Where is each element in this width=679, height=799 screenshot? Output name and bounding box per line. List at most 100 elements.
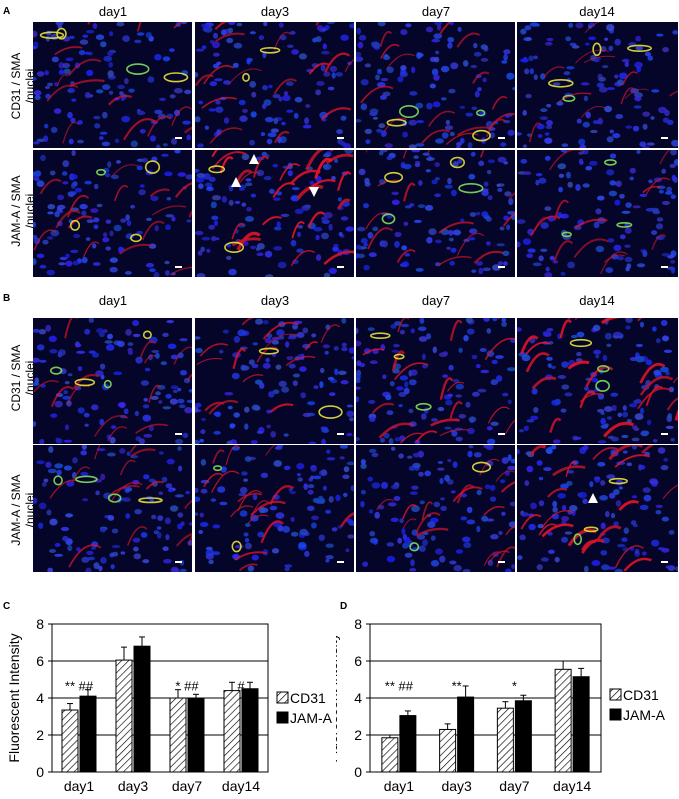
y-tick-label: 2 xyxy=(354,727,362,743)
x-tick-label: day14 xyxy=(222,778,260,794)
y-tick-label: 8 xyxy=(354,616,362,632)
scale-bar xyxy=(175,266,182,268)
significance-annotation: ** xyxy=(452,679,462,694)
arrowhead-icon xyxy=(588,493,598,503)
micrograph-tile xyxy=(195,318,354,444)
significance-annotation: # xyxy=(237,679,245,694)
micrograph-tile xyxy=(33,445,192,572)
scale-bar xyxy=(661,137,668,139)
x-tick-label: day1 xyxy=(64,778,95,794)
panel-c-letter: C xyxy=(3,601,11,612)
bar-cd31-day7 xyxy=(169,697,187,773)
y-tick-label: 2 xyxy=(36,727,44,743)
y-tick-label: 0 xyxy=(36,764,44,780)
panel-b-col-day14: day14 xyxy=(579,293,615,308)
scale-bar xyxy=(498,266,505,268)
scale-bar xyxy=(337,266,344,268)
scale-bar xyxy=(175,137,182,139)
row-label-line1: JAM-A / SMA xyxy=(9,175,23,247)
scale-bar xyxy=(337,561,344,563)
y-axis-label: Fluorescent Intensity xyxy=(6,633,22,762)
legend-label-cd31: CD31 xyxy=(290,690,326,706)
bar-cd31-day14 xyxy=(223,690,241,773)
scale-bar xyxy=(175,433,182,435)
legend-label-jam-a: JAM-A xyxy=(290,710,333,726)
bar-jam-a-day1 xyxy=(79,695,97,773)
micrograph-tile xyxy=(517,22,678,148)
panel-a-col-day14: day14 xyxy=(579,4,615,19)
x-tick-label: day3 xyxy=(118,778,149,794)
plot-frame xyxy=(369,623,602,773)
micrograph-tile xyxy=(356,22,515,148)
row-label-line1: CD31 / SMA xyxy=(9,344,23,412)
significance-annotation: ** ## xyxy=(65,679,94,694)
legend-swatch-cd31 xyxy=(276,691,289,704)
panel-b-col-day3: day3 xyxy=(260,293,290,308)
x-tick-label: day7 xyxy=(172,778,203,794)
arrowhead-icon xyxy=(249,154,259,164)
bar-cd31-day3 xyxy=(439,728,457,773)
significance-annotation: ** ## xyxy=(385,679,414,694)
x-tick-label: day3 xyxy=(441,778,472,794)
bar-jam-a-day7 xyxy=(514,700,532,773)
legend-swatch-jam-a xyxy=(609,708,622,721)
micrograph-tile xyxy=(195,150,354,277)
chart-d: 0 2 4 6 8 Fluorescent Intensity day1 ** ## day3 *… xyxy=(336,616,666,794)
panel-b-col-day7: day7 xyxy=(421,293,451,308)
bar-jam-a-day3 xyxy=(133,645,151,773)
y-tick-label: 0 xyxy=(354,764,362,780)
significance-annotation: * xyxy=(512,679,517,694)
legend-swatch-cd31 xyxy=(609,688,622,701)
micrograph-tile xyxy=(195,22,354,148)
y-tick-label: 8 xyxy=(36,616,44,632)
bar-cd31-day1 xyxy=(381,737,399,773)
bar-jam-a-day14 xyxy=(241,688,259,773)
scale-bar xyxy=(498,433,505,435)
legend-label-jam-a: JAM-A xyxy=(623,707,666,723)
micrograph-tile xyxy=(356,445,515,572)
legend-swatch-jam-a xyxy=(276,711,289,724)
micrograph-tile xyxy=(356,150,515,277)
micrograph-tile xyxy=(517,445,678,572)
x-tick-label: day1 xyxy=(384,778,415,794)
bar-cd31-day1 xyxy=(61,709,79,773)
bar-cd31-day14 xyxy=(554,668,572,773)
x-tick-label: day7 xyxy=(499,778,530,794)
scale-bar xyxy=(175,561,182,563)
micrograph-tile xyxy=(517,318,678,444)
panel-a-col-day3: day3 xyxy=(260,4,290,19)
y-tick-label: 6 xyxy=(354,653,362,669)
scale-bar xyxy=(498,561,505,563)
micrograph-tile xyxy=(517,150,678,277)
scale-bar xyxy=(498,137,505,139)
panel-b-letter: B xyxy=(3,293,11,304)
y-tick-label: 4 xyxy=(354,690,362,706)
bar-jam-a-day3 xyxy=(457,696,475,773)
plot-frame xyxy=(51,623,269,773)
panel-a-col-day7: day7 xyxy=(421,4,451,19)
bar-cd31-day7 xyxy=(496,707,514,773)
bar-jam-a-day14 xyxy=(572,676,590,773)
micrograph-tile xyxy=(33,22,192,148)
scale-bar xyxy=(337,137,344,139)
panel-b-col-day1: day1 xyxy=(98,293,128,308)
legend-label-cd31: CD31 xyxy=(623,687,659,703)
row-label-line1: JAM-A / SMA xyxy=(9,474,23,546)
bar-jam-a-day7 xyxy=(187,698,205,773)
scale-bar xyxy=(661,561,668,563)
scale-bar xyxy=(337,433,344,435)
y-tick-label: 4 xyxy=(36,690,44,706)
x-tick-label: day14 xyxy=(553,778,591,794)
y-axis-label: Fluorescent Intensity xyxy=(336,633,340,762)
panel-d-letter: D xyxy=(340,601,348,612)
micrograph-tile xyxy=(33,318,192,444)
y-tick-label: 6 xyxy=(36,653,44,669)
micrograph-tile xyxy=(356,318,515,444)
bar-jam-a-day1 xyxy=(399,715,417,773)
scale-bar xyxy=(661,433,668,435)
row-label-line1: CD31 / SMA xyxy=(9,52,23,120)
panel-a-col-day1: day1 xyxy=(98,4,128,19)
panel-a-letter: A xyxy=(3,6,11,17)
arrowhead-icon xyxy=(231,177,241,187)
micrograph-tile xyxy=(33,150,192,277)
